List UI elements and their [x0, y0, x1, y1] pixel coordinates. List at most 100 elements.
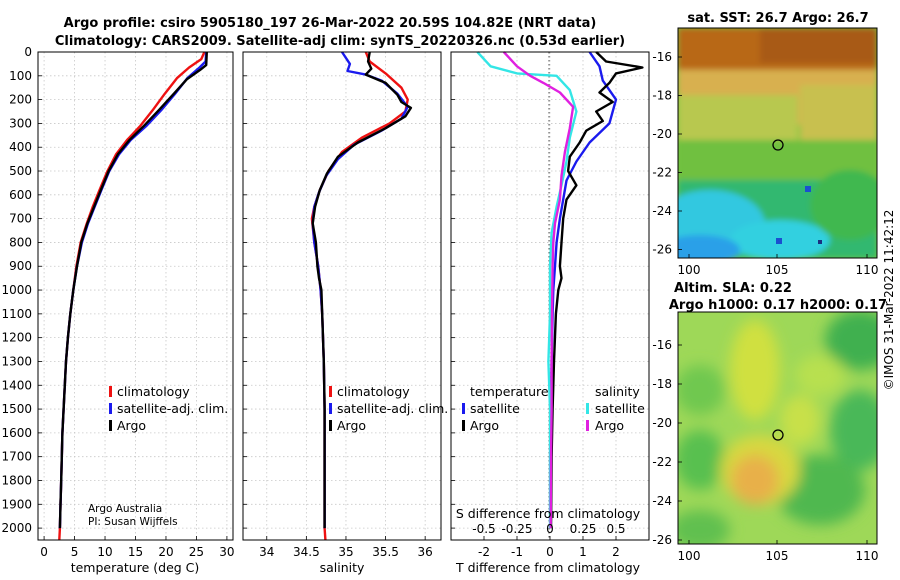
x-tick-label: 0 [546, 545, 554, 559]
depth-tick-label: 400 [9, 140, 32, 154]
map-lon-label: 100 [678, 263, 701, 277]
t-difference-axis-label: T difference from climatology [455, 560, 641, 575]
depth-tick-label: 500 [9, 164, 32, 178]
sst-map-ticks: 100 105 110 -16 -18 -20 -22 -24 -26 [652, 50, 878, 277]
depth-tick-label: 200 [9, 93, 32, 107]
depth-tick-label: 1900 [1, 497, 32, 511]
annotation-pi: PI: Susan Wijffels [88, 516, 178, 528]
temperature-panel: 0100200300400500600700800900100011001200… [1, 45, 234, 575]
depth-tick-label: 2000 [1, 521, 32, 535]
map-lon-label: 110 [856, 549, 879, 563]
header-line-2: Climatology: CARS2009. Satellite-adj cli… [55, 34, 625, 49]
legend-label-argo: Argo [337, 418, 366, 433]
depth-tick-label: 1300 [1, 354, 32, 368]
depth-tick-labels: 0 100 200 300 400 500 600 700 800 900 1000 1100 1200… [1, 45, 32, 535]
legend-label-s-satellite: satellite [595, 401, 645, 416]
salinity-axis-label: salinity [320, 560, 365, 575]
x-tick-label: 5 [71, 545, 79, 559]
map-lon-label: 110 [856, 263, 879, 277]
sst-map-frame [677, 27, 878, 259]
header-line-1: Argo profile: csiro 5905180_197 26-Mar-2… [64, 16, 597, 31]
depth-tick-label: 700 [9, 212, 32, 226]
series-climatology [310, 51, 409, 541]
legend-heading-salinity: salinity [595, 384, 640, 399]
sla-float-marker [772, 429, 784, 441]
salinity-frame [242, 51, 442, 541]
map-lat-label: -16 [652, 338, 672, 352]
temperature-tick-labels: 0 5 10 15 20 25 30 [40, 545, 234, 559]
series-salinity-satellite [476, 51, 578, 529]
difference-series [476, 51, 644, 529]
map-lat-label: -24 [652, 204, 672, 218]
map-lat-label: -22 [652, 455, 672, 469]
legend-label-climatology: climatology [337, 384, 410, 399]
depth-tick-label: 800 [9, 235, 32, 249]
map-lat-label: -18 [652, 377, 672, 391]
series-argo [58, 51, 208, 529]
series-argo [311, 51, 413, 529]
x-tick-label: 35 [338, 545, 353, 559]
depth-tick-label: 1700 [1, 450, 32, 464]
map-lat-label: -20 [652, 127, 672, 141]
sla-map-frame [677, 311, 878, 545]
sla-map-ticks: 100 105 110 -16 -18 -20 -22 -24 -26 [652, 338, 878, 563]
salinity-panel: 34 34.5 35 35.5 36 salinity climatology sate… [242, 51, 448, 575]
temperature-legend: climatology satellite-adj. clim. Argo [109, 384, 228, 433]
temperature-grid [38, 51, 233, 540]
difference-legend-temperature: temperature satellite Argo [462, 384, 549, 433]
legend-label-argo: Argo [117, 418, 146, 433]
legend-swatch-s-argo [586, 420, 589, 431]
temperature-frame [37, 51, 234, 541]
x-tick-label: 35.5 [372, 545, 399, 559]
depth-tick-label: 1400 [1, 378, 32, 392]
salinity-legend: climatology satellite-adj. clim. Argo [329, 384, 448, 433]
legend-swatch-satellite [109, 403, 112, 414]
sla-map-title-2: Argo h1000: 0.17 h2000: 0.17 [669, 298, 887, 313]
depth-tick-label: 600 [9, 188, 32, 202]
x-tick-label: 20 [158, 545, 173, 559]
depth-tick-label: 0 [24, 45, 32, 59]
x-tick-label: 25 [189, 545, 204, 559]
series-temperature-argo [549, 51, 644, 529]
sla-map-title-1: Altim. SLA: 0.22 [674, 281, 792, 296]
legend-swatch-argo [329, 420, 332, 431]
x-tick-label: 30 [219, 545, 234, 559]
imos-credit: ©IMOS 31-Mar-2022 11:42:12 [882, 210, 896, 391]
depth-tick-label: 1200 [1, 331, 32, 345]
salinity-series [310, 51, 413, 541]
depth-tick-label: 1800 [1, 473, 32, 487]
legend-swatch-climatology [329, 386, 332, 397]
sla-field [678, 312, 877, 544]
legend-heading-temperature: temperature [470, 384, 549, 399]
legend-swatch-t-satellite [462, 403, 465, 414]
s-diff-tick-label: -0.25 [501, 522, 532, 536]
depth-tick-label: 100 [9, 69, 32, 83]
legend-swatch-satellite [329, 403, 332, 414]
salinity-grid [243, 51, 441, 540]
legend-label-satellite: satellite-adj. clim. [337, 401, 448, 416]
legend-swatch-s-satellite [586, 403, 589, 414]
series-satellite-adj-clim- [58, 51, 208, 529]
depth-tick-label: 900 [9, 259, 32, 273]
sst-map: sat. SST: 26.7 Argo: 26.7 [652, 11, 878, 277]
legend-label-t-argo: Argo [470, 418, 499, 433]
difference-frame [450, 51, 650, 541]
series-climatology [58, 51, 206, 541]
x-tick-label: 34.5 [293, 545, 320, 559]
sst-map-title: sat. SST: 26.7 Argo: 26.7 [687, 11, 868, 26]
sst-float-marker [772, 139, 784, 151]
depth-tick-label: 1000 [1, 283, 32, 297]
legend-label-satellite: satellite-adj. clim. [117, 401, 228, 416]
map-lat-label: -20 [652, 416, 672, 430]
map-lat-label: -26 [652, 533, 672, 547]
x-tick-label: 2 [612, 545, 620, 559]
s-diff-tick-label: 0.25 [570, 522, 597, 536]
salinity-tick-labels: 34 34.5 35 35.5 36 [259, 545, 433, 559]
legend-swatch-climatology [109, 386, 112, 397]
temperature-axis-label: temperature (deg C) [71, 560, 200, 575]
t-difference-tick-labels: -2 -1 0 1 2 [478, 545, 620, 559]
x-tick-label: -1 [511, 545, 523, 559]
legend-swatch-t-argo [462, 420, 465, 431]
sst-field [678, 28, 877, 258]
